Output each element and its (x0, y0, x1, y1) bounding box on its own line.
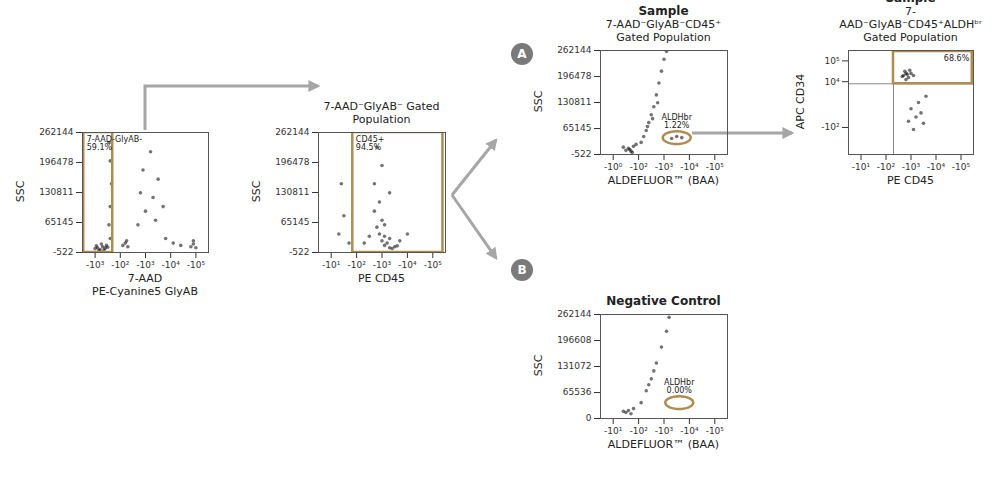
svg-text:-10¹: -10¹ (322, 260, 341, 270)
html-text:ALDEFLUOR™ (BAA): ALDEFLUOR™ (BAA) (607, 438, 720, 451)
svg-text:-10⁵: -10⁵ (952, 162, 971, 172)
svg-text:262144: 262144 (557, 310, 592, 319)
svg-text:130811: 130811 (557, 97, 591, 107)
svg-text:-10³: -10³ (655, 426, 674, 436)
svg-text:-10³: -10³ (373, 260, 392, 270)
html-text:SSC: SSC (531, 90, 545, 113)
svg-text:-10³: -10³ (86, 260, 105, 270)
html-text:SSC: SSC (13, 180, 27, 203)
svg-text:130811: 130811 (275, 187, 309, 197)
svg-text:-522: -522 (53, 247, 73, 257)
svg-text:-10²: -10² (877, 162, 896, 172)
svg-text:-10³: -10³ (902, 162, 921, 172)
svg-text:-522: -522 (571, 149, 591, 159)
svg-text:65145: 65145 (45, 217, 74, 227)
html-text:7-AAD⁻GlyAB⁻CD45⁺ALDHᵇʳ Gated: 7-AAD⁻GlyAB⁻CD45⁺ALDHᵇʳ Gated Population (839, 5, 982, 44)
html-text:SSC: SSC (531, 354, 545, 377)
svg-text:262144: 262144 (39, 128, 74, 137)
svg-text:ALDHbr1.22%1.22: ALDHbr1.22%1.22 (661, 113, 692, 130)
html-text:B: B (517, 263, 527, 277)
svg-text:-10²: -10² (821, 122, 840, 132)
svg-text:196608: 196608 (557, 335, 592, 345)
svg-text:-10⁴: -10⁴ (162, 260, 181, 270)
html-text:SSC: SSC (249, 180, 263, 203)
svg-text:-10⁴: -10⁴ (680, 162, 699, 172)
svg-text:131072: 131072 (557, 361, 591, 371)
svg-text:-10³: -10³ (655, 162, 674, 172)
svg-text:-522: -522 (289, 247, 309, 257)
svg-text:-10⁰: -10⁰ (604, 162, 623, 172)
svg-text:196478: 196478 (275, 157, 310, 167)
svg-text:7-AAD-GlyAB-59.1%59.1: 7-AAD-GlyAB-59.1%59.1 (87, 135, 142, 152)
svg-text:-10⁴: -10⁴ (680, 426, 699, 436)
html-text:7-AAD⁻GlyAB⁻CD45⁺ Gated Popula: 7-AAD⁻GlyAB⁻CD45⁺ Gated Population (605, 18, 722, 44)
svg-text:-10²: -10² (629, 426, 648, 436)
svg-text:65145: 65145 (563, 123, 592, 133)
svg-text:10⁵: 10⁵ (824, 56, 839, 66)
html-text:7-AAD⁻GlyAB⁻ Gated Population: 7-AAD⁻GlyAB⁻ Gated Population (323, 100, 440, 126)
svg-text:-10²: -10² (629, 162, 648, 172)
svg-text:-10²: -10² (111, 260, 130, 270)
html-text:A: A (517, 47, 527, 61)
html-text:Sample: Sample (638, 4, 689, 18)
svg-text:-10⁴: -10⁴ (398, 260, 417, 270)
svg-text:262144: 262144 (557, 46, 592, 55)
svg-text:-10⁵: -10⁵ (187, 260, 206, 270)
svg-text:ALDHbr0.00%0: ALDHbr0.00%0 (664, 378, 695, 395)
svg-text:-10³: -10³ (136, 260, 155, 270)
svg-text:262144: 262144 (275, 128, 310, 137)
svg-text:-10⁵: -10⁵ (706, 426, 725, 436)
svg-text:65145: 65145 (281, 217, 310, 227)
svg-text:0: 0 (586, 413, 592, 423)
svg-text:65536: 65536 (563, 387, 592, 397)
svg-text:CD45+94.5%94.5: CD45+94.5%94.5 (356, 135, 385, 152)
html-text:Negative Control: Negative Control (606, 294, 721, 308)
svg-text:196478: 196478 (39, 157, 74, 167)
svg-text:-10¹: -10¹ (852, 162, 871, 172)
svg-text:-10¹: -10¹ (604, 426, 623, 436)
svg-text:-10²: -10² (347, 260, 366, 270)
html-text:PE CD45: PE CD45 (357, 272, 406, 285)
html-text:PE CD45: PE CD45 (886, 174, 935, 187)
svg-text:68.6%68.6: 68.6%68.6 (944, 54, 970, 63)
svg-text:196478: 196478 (557, 71, 592, 81)
html-text:7-AAD PE-Cyanine5 GlyAB: 7-AAD PE-Cyanine5 GlyAB (92, 272, 198, 298)
svg-text:-10⁵: -10⁵ (424, 260, 443, 270)
svg-text:-10⁴: -10⁴ (927, 162, 946, 172)
svg-text:10⁴: 10⁴ (824, 77, 839, 87)
svg-text:-10⁵: -10⁵ (706, 162, 725, 172)
svg-text:130811: 130811 (39, 187, 73, 197)
html-text:ALDEFLUOR™ (BAA): ALDEFLUOR™ (BAA) (607, 174, 720, 187)
html-text:APC CD34: APC CD34 (793, 73, 807, 130)
